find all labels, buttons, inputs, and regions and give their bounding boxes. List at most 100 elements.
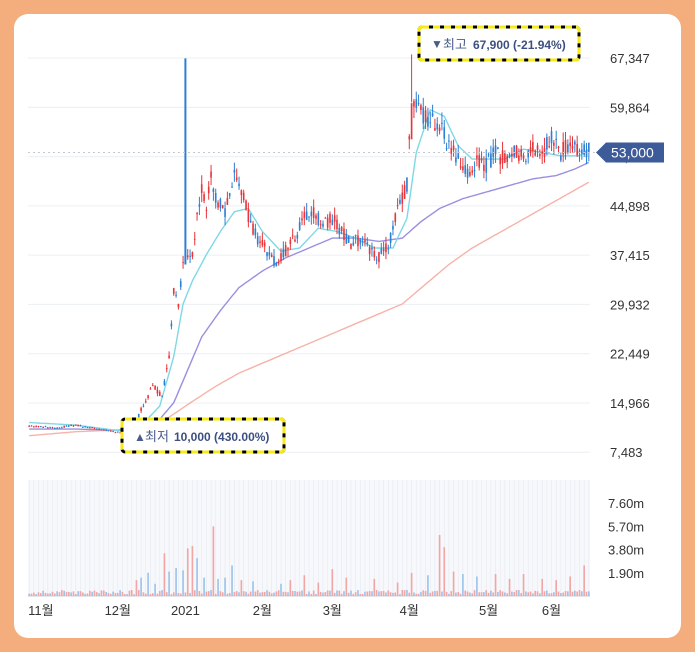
annotations: 53,000 ▼ 최고 67,900 (-21.94%) ▲ 최저 10,000 (430.… [28, 25, 664, 454]
volume-bar [191, 545, 194, 596]
volume-bar [522, 574, 525, 596]
volume-bar [480, 592, 483, 596]
candle-body [378, 252, 380, 263]
volume-bar [441, 591, 443, 596]
volume-bar [196, 558, 198, 596]
candle-body [499, 157, 502, 165]
volume-bar [88, 590, 91, 596]
candle-body [151, 385, 154, 387]
volume-bar [513, 592, 516, 596]
candle-body [443, 127, 446, 139]
volume-bar [144, 593, 147, 596]
low-annotation-value: 10,000 (430.00%) [174, 430, 269, 444]
candle-body [364, 240, 366, 243]
candle-body [420, 105, 422, 110]
candle-body [221, 205, 224, 209]
time-axis-label: 5월 [479, 603, 498, 618]
volume-bar [81, 592, 84, 596]
volume-tick-label: 1.90m [608, 566, 644, 581]
volume-bar [95, 592, 98, 596]
candle-body [401, 192, 404, 204]
candle-body [137, 414, 140, 417]
volume-bar [170, 594, 173, 596]
candle-body [436, 123, 439, 130]
volume-bar [443, 547, 446, 596]
volume-bar [506, 593, 509, 596]
volume-bar [212, 526, 215, 596]
volume-bar [462, 574, 464, 596]
volume-bar [49, 593, 51, 596]
price-tick-label: 67,347 [610, 51, 650, 66]
volume-bar [198, 591, 201, 596]
volume-bar [490, 590, 492, 596]
volume-bar [508, 578, 511, 596]
candle-body [63, 426, 65, 428]
volume-bar [546, 590, 548, 596]
candle-body [77, 424, 79, 427]
volume-bar [532, 593, 534, 596]
candle-body [501, 150, 504, 164]
candle-body [40, 426, 42, 428]
volume-bar [581, 591, 583, 596]
current-price-tag [596, 142, 664, 163]
price-axis: 67,34759,86452,38144,89837,41529,93222,4… [610, 51, 650, 460]
volume-bar [119, 590, 121, 596]
volume-bar [504, 592, 506, 596]
candle-body [116, 431, 119, 433]
volume-bar [207, 591, 210, 596]
volume-bar [525, 591, 527, 596]
candle-body [30, 425, 33, 427]
volume-bar [165, 592, 168, 596]
volume-bar [483, 592, 485, 596]
volume-bar [452, 571, 455, 596]
candle-body [338, 227, 341, 235]
volume-bar [336, 590, 338, 596]
candle-body [483, 164, 485, 172]
candle-body [508, 154, 511, 157]
volume-bar [564, 590, 567, 596]
volume-bar [58, 592, 61, 596]
volume-bar [473, 590, 476, 596]
low-annotation-border [120, 417, 286, 454]
stock-chart: 67,34759,86452,38144,89837,41529,93222,4… [28, 25, 664, 618]
volume-bar [436, 590, 439, 596]
volume-bar [310, 593, 313, 596]
candle-body [284, 245, 287, 257]
volume-bar [254, 591, 257, 596]
candle-body [422, 107, 425, 124]
volume-tick-label: 7.60m [608, 496, 644, 511]
candle-body [233, 169, 236, 173]
candle-body [224, 208, 226, 217]
time-axis-label: 3월 [323, 603, 342, 618]
candle-body [557, 146, 560, 148]
candle-body [478, 155, 481, 168]
volume-bar [130, 590, 133, 596]
volume-bar [175, 567, 177, 596]
candle-body [466, 168, 469, 178]
candle-body [217, 202, 219, 208]
candle-body [247, 209, 250, 222]
volume-bar [585, 591, 588, 596]
candle-body [177, 304, 180, 308]
volume-bar [329, 590, 331, 596]
high-annotation-value: 67,900 (-21.94%) [473, 38, 566, 52]
candle-body [67, 425, 70, 427]
volume-axis: 7.60m 5.70m 3.80m 1.90m [608, 496, 644, 581]
candle-body [72, 425, 75, 427]
price-gridlines [28, 57, 590, 453]
candle-body [270, 254, 273, 257]
candle-body [324, 217, 327, 219]
volume-bar [427, 575, 429, 596]
volume-bar [93, 590, 96, 596]
price-tick-label: 22,449 [610, 347, 650, 362]
volume-bar [135, 580, 138, 596]
candle-body [65, 425, 68, 427]
volume-bar [567, 591, 569, 596]
candle-body [74, 424, 77, 426]
candle-body [231, 186, 233, 188]
candle-body [494, 145, 497, 155]
candle-body [172, 288, 175, 294]
volume-bar [359, 593, 362, 596]
candle-body [518, 155, 520, 161]
candle-body [156, 389, 159, 394]
